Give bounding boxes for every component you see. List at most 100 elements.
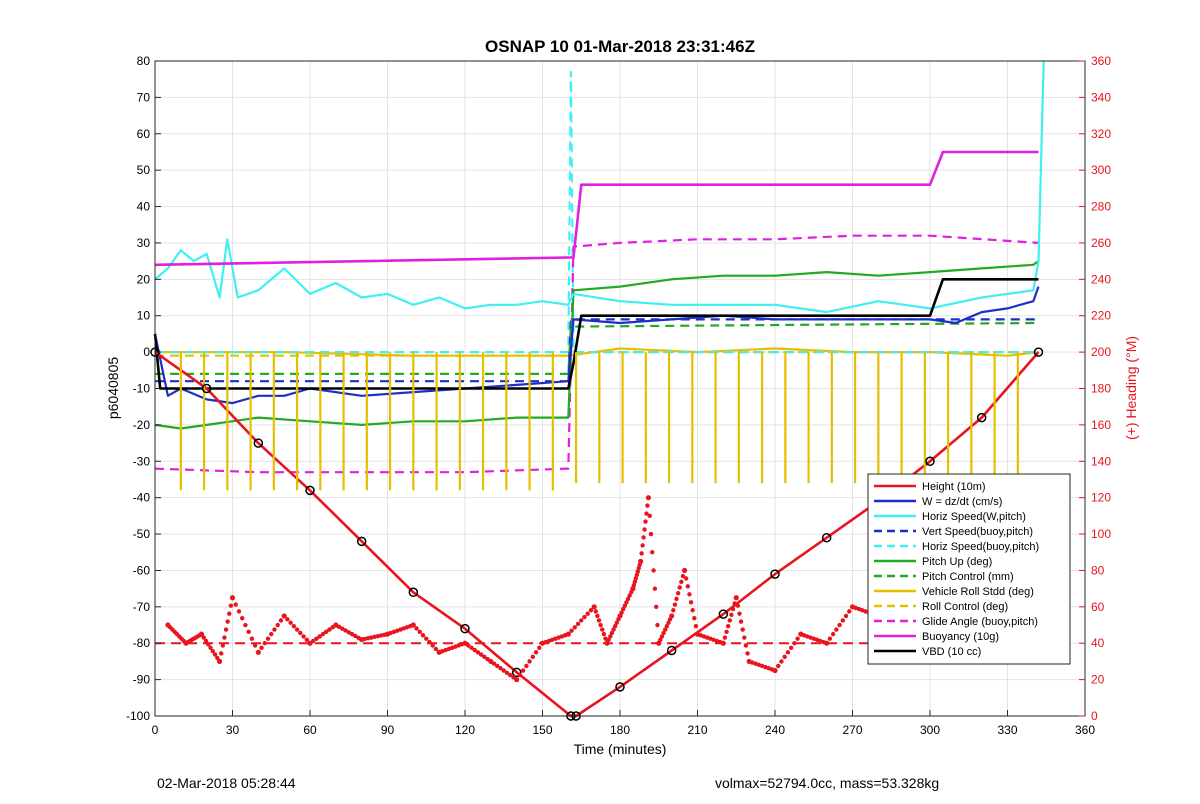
- heading-point: [622, 603, 628, 608]
- x-tick-label: 0: [152, 723, 159, 737]
- heading-point: [655, 622, 660, 628]
- height-marker: [925, 456, 935, 467]
- legend-label-pitch_up: Pitch Up (deg): [922, 556, 992, 568]
- height-marker: [460, 623, 470, 634]
- heading-point: [216, 658, 223, 665]
- heading-point: [792, 641, 797, 646]
- series-line-pitch_control: [155, 321, 1039, 375]
- heading-point: [601, 631, 607, 637]
- heading-point: [690, 608, 695, 613]
- legend-label-roll: Vehicle Roll Stdd (deg): [922, 586, 1034, 598]
- heading-point: [788, 645, 794, 650]
- y-tick-label: 0: [143, 345, 150, 359]
- y-axis-label: p6040805: [105, 357, 121, 420]
- y-tick-label: -90: [133, 673, 151, 687]
- heading-point: [343, 628, 348, 633]
- heading-point: [203, 638, 209, 644]
- heading-point: [291, 623, 297, 629]
- heading-point: [847, 609, 852, 614]
- x-tick-label: 60: [303, 723, 317, 737]
- y2-tick-label: 360: [1091, 54, 1111, 68]
- x-tick-label: 30: [226, 723, 240, 737]
- y-tick-label: -10: [133, 382, 151, 396]
- heading-point: [675, 590, 681, 596]
- heading-point: [249, 636, 255, 641]
- chart-title: OSNAP 10 01-Mar-2018 23:31:46Z: [485, 37, 755, 56]
- heading-point: [743, 643, 749, 648]
- legend-label-roll_control: Roll Control (deg): [922, 601, 1008, 613]
- heading-point: [469, 645, 474, 650]
- height-marker: [1033, 347, 1044, 357]
- heading-point: [201, 635, 206, 640]
- y-tick-label: -50: [133, 527, 151, 541]
- heading-point: [346, 630, 351, 635]
- heading-point: [639, 551, 644, 556]
- y2-tick-label: 120: [1091, 491, 1111, 505]
- y2-tick-label: 40: [1091, 636, 1105, 650]
- legend-label-height: Height (10m): [922, 481, 986, 493]
- heading-point: [572, 625, 577, 630]
- heading-point: [636, 565, 641, 571]
- heading-point: [243, 622, 248, 628]
- heading-point: [491, 661, 497, 666]
- heading-point: [652, 586, 658, 591]
- heading-point: [648, 531, 654, 537]
- heading-point: [834, 627, 839, 632]
- heading-point: [466, 643, 471, 648]
- heading-point: [727, 618, 732, 623]
- heading-point: [681, 567, 688, 574]
- heading-point: [693, 623, 699, 629]
- x-tick-label: 300: [920, 723, 940, 737]
- y2-tick-label: 140: [1091, 454, 1111, 468]
- heading-point: [779, 659, 784, 664]
- series-line-vert_buoy: [155, 318, 1039, 383]
- heading-point: [724, 629, 729, 635]
- height-marker: [770, 569, 780, 579]
- heading-point: [304, 637, 309, 643]
- height-marker: [976, 412, 987, 423]
- y-axis-ticks: -100-90-80-70-60-50-40-30-20-10010203040…: [126, 54, 161, 723]
- legend-label-buoyancy: Buoyancy (10g): [922, 631, 999, 643]
- height-marker: [821, 532, 832, 543]
- heading-point: [782, 654, 787, 660]
- heading-point: [745, 651, 750, 656]
- x-tick-label: 270: [842, 723, 862, 737]
- height-marker: [408, 587, 419, 598]
- x-tick-label: 120: [455, 723, 475, 737]
- y-tick-label: -60: [133, 563, 151, 577]
- series-line-horiz_buoy: [155, 70, 1039, 354]
- y-tick-label: -20: [133, 418, 151, 432]
- heading-point: [672, 602, 678, 607]
- y2-tick-label: 180: [1091, 382, 1111, 396]
- heading-point: [671, 608, 676, 613]
- heading-point: [653, 604, 659, 610]
- heading-point: [837, 622, 842, 628]
- heading-point: [735, 603, 741, 608]
- x-tick-label: 180: [610, 723, 630, 737]
- height-marker: [305, 485, 315, 496]
- heading-point: [631, 583, 637, 588]
- height-marker: [615, 682, 625, 692]
- y-tick-label: 40: [137, 200, 151, 214]
- heading-point: [478, 652, 484, 657]
- y-tick-label: 80: [137, 54, 151, 68]
- heading-point: [683, 576, 689, 581]
- heading-point: [609, 630, 615, 636]
- heading-point: [638, 558, 644, 564]
- heading-point: [685, 584, 691, 589]
- heading-point: [314, 636, 319, 641]
- heading-point: [742, 635, 747, 640]
- y-tick-label: -80: [133, 636, 151, 650]
- heading-point: [661, 630, 666, 636]
- heading-point: [674, 596, 679, 602]
- heading-point: [320, 631, 326, 637]
- height-marker: [718, 609, 729, 619]
- x-axis-ticks: 0 30 60 90 120 150 180 210 240 270 300 330 360: [152, 710, 1095, 737]
- heading-point: [679, 579, 684, 585]
- heading-point: [527, 659, 532, 664]
- heading-point: [569, 628, 574, 633]
- heading-point: [738, 619, 744, 624]
- y2-tick-label: 100: [1091, 527, 1111, 541]
- height-marker: [511, 667, 522, 678]
- heading-point: [410, 622, 416, 628]
